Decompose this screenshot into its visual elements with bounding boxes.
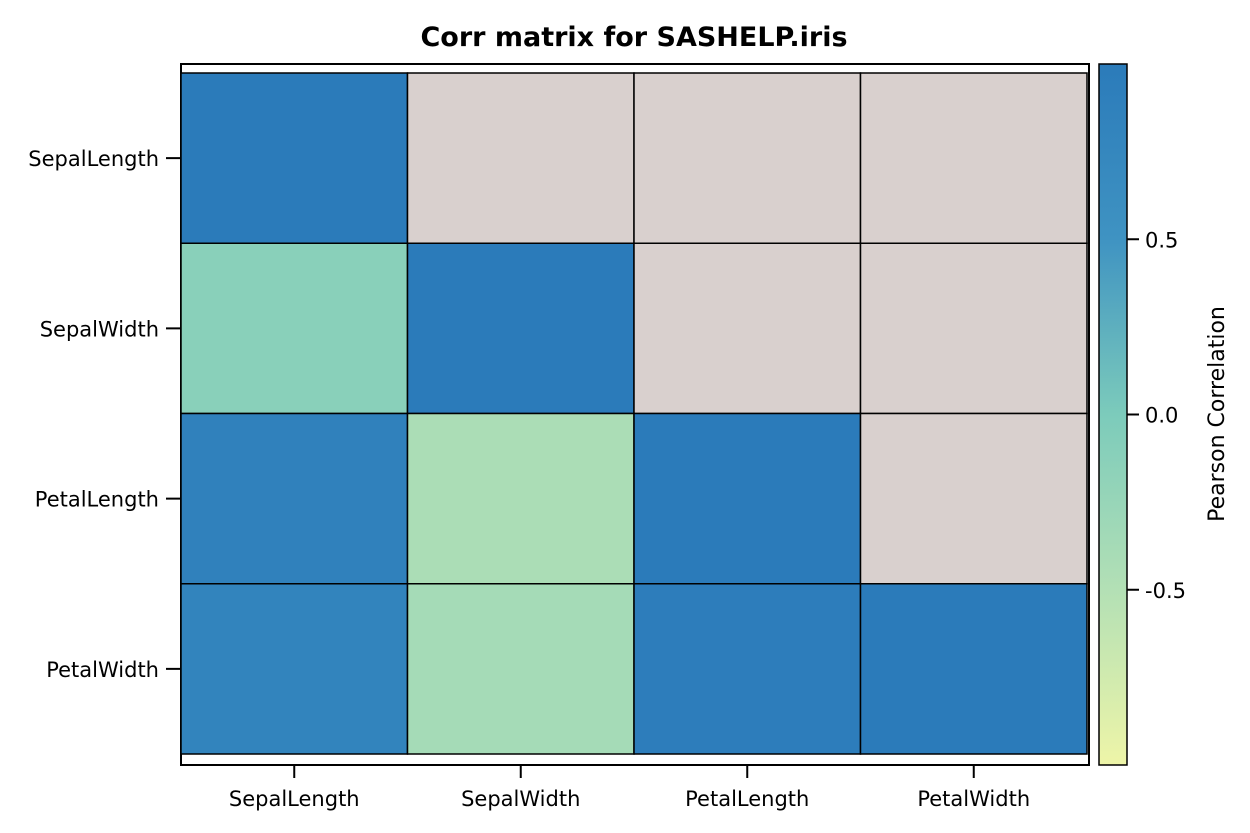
heatmap-cell-PetalWidth-PetalLength — [633, 583, 862, 755]
heatmap-cell-SepalLength-PetalWidth — [859, 72, 1088, 244]
x-tick-label: SepalLength — [229, 787, 360, 811]
heatmap-cell-SepalWidth-SepalWidth — [406, 242, 635, 415]
chart-title: Corr matrix for SASHELP.iris — [420, 22, 847, 53]
heatmap-cells — [180, 72, 1088, 755]
heatmap-cell-SepalWidth-SepalLength — [180, 242, 409, 415]
y-tick-label: PetalLength — [35, 488, 159, 512]
y-tick-label: SepalWidth — [40, 317, 159, 341]
heatmap-cell-PetalLength-PetalLength — [633, 412, 862, 585]
heatmap-cell-PetalLength-PetalWidth — [859, 412, 1088, 585]
y-tick-label: PetalWidth — [46, 658, 159, 682]
heatmap-cell-PetalLength-SepalLength — [180, 412, 409, 585]
heatmap-cell-PetalWidth-SepalLength — [180, 583, 409, 755]
heatmap-cell-PetalWidth-SepalWidth — [406, 583, 635, 755]
heatmap-cell-SepalLength-PetalLength — [633, 72, 862, 244]
heatmap-cell-SepalWidth-PetalWidth — [859, 242, 1088, 415]
colorbar: 0.5 0.0 -0.5 Pearson Correlation — [1098, 63, 1230, 766]
colorbar-label: Pearson Correlation — [1205, 306, 1230, 522]
x-axis: SepalLength SepalWidth PetalLength PetalWid… — [229, 765, 1030, 811]
y-tick-label: SepalLength — [28, 147, 159, 171]
x-tick-label: PetalWidth — [917, 787, 1030, 811]
heatmap-cell-SepalLength-SepalLength — [180, 72, 409, 244]
x-tick-label: SepalWidth — [461, 787, 580, 811]
colorbar-tick-label: -0.5 — [1145, 579, 1186, 603]
colorbar-tick-label: 0.0 — [1145, 404, 1178, 428]
heatmap-cell-PetalLength-SepalWidth — [406, 412, 635, 585]
heatmap-cell-PetalWidth-PetalWidth — [859, 583, 1088, 755]
heatmap-cell-SepalWidth-PetalLength — [633, 242, 862, 415]
colorbar-gradient — [1098, 63, 1128, 766]
heatmap-cell-SepalLength-SepalWidth — [406, 72, 635, 244]
y-axis: SepalLength SepalWidth PetalLength PetalWid… — [28, 147, 181, 682]
colorbar-tick-label: 0.5 — [1145, 228, 1178, 252]
x-tick-label: PetalLength — [685, 787, 809, 811]
